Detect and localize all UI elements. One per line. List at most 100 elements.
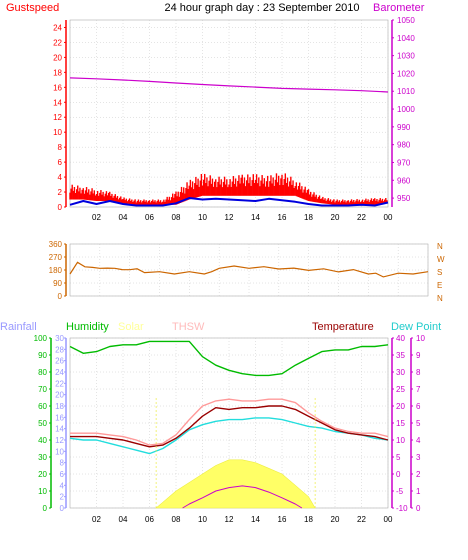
rainfall-tick-label: 30 (55, 334, 64, 343)
gust-tick-label: 12 (53, 113, 62, 122)
rainfall-tick-label: 12 (55, 436, 64, 445)
barometer-tick-label: 960 (397, 176, 411, 185)
barometer-tick-label: 1020 (397, 69, 415, 78)
rainfall-tick-label: 14 (55, 425, 64, 434)
direction-letter: N (437, 242, 443, 251)
dewpoint-tick-label: 5 (416, 419, 421, 428)
dewpoint-tick-label: 10 (416, 334, 425, 343)
humidity-label: Humidity (66, 321, 109, 333)
barometer-tick-label: 1030 (397, 52, 415, 61)
wind-xtick-label: 14 (251, 213, 260, 222)
temp-xtick-label: 00 (384, 515, 393, 524)
rainfall-tick-label: 2 (60, 493, 65, 502)
wind-xtick-label: 22 (357, 213, 366, 222)
direction-deg-tick-label: 0 (58, 292, 63, 301)
gust-tick-label: 2 (58, 188, 63, 197)
barometer-line (69, 77, 389, 93)
dewpoint-tick-label: 0 (416, 504, 421, 513)
temperature-tick-label: 30 (396, 368, 405, 377)
temp-xtick-label: 14 (251, 515, 260, 524)
gust-tick-label: 10 (53, 128, 62, 137)
temperature-tick-label: 5 (396, 453, 401, 462)
gust-tick-label: 14 (53, 98, 62, 107)
humidity-tick-label: 0 (43, 504, 48, 513)
wind-xtick-label: 16 (278, 213, 287, 222)
temp-xtick-label: 20 (331, 515, 340, 524)
dewpoint-tick-label: 8 (416, 368, 421, 377)
temperature-tick-label: 0 (396, 470, 401, 479)
humidity-tick-label: 90 (38, 351, 47, 360)
gust-tick-label: 0 (58, 203, 63, 212)
wind-xtick-label: 18 (304, 213, 313, 222)
dewpoint-tick-label: 6 (416, 402, 421, 411)
barometer-tick-label: 980 (397, 141, 411, 150)
rainfall-tick-label: 6 (60, 470, 65, 479)
gust-tick-label: 8 (58, 143, 63, 152)
graph-date-title: 24 hour graph day : 23 September 2010 (164, 2, 359, 14)
direction-letter: W (437, 255, 445, 264)
rainfall-tick-label: 16 (55, 413, 64, 422)
temperature-tick-label: 25 (396, 385, 405, 394)
solar-area (155, 459, 316, 509)
barometer-title: Barometer (373, 2, 425, 14)
wind-xtick-label: 20 (331, 213, 340, 222)
temp-xtick-label: 16 (278, 515, 287, 524)
wind-xtick-label: 02 (92, 213, 101, 222)
dewpoint-label: Dew Point (391, 321, 441, 333)
gust-tick-label: 20 (53, 53, 62, 62)
humidity-tick-label: 10 (38, 487, 47, 496)
humidity-tick-label: 40 (38, 436, 47, 445)
barometer-tick-label: 1000 (397, 105, 415, 114)
gustspeed-title: Gustspeed (6, 2, 59, 14)
wind-xtick-label: 12 (225, 213, 234, 222)
rainfall-tick-label: 18 (55, 402, 64, 411)
humidity-tick-label: 70 (38, 385, 47, 394)
gust-tick-label: 24 (53, 23, 62, 32)
dewpoint-tick-label: 7 (416, 385, 421, 394)
rainfall-label: Rainfall (0, 321, 37, 333)
temperature-label: Temperature (312, 321, 374, 333)
gust-tick-label: 4 (58, 173, 63, 182)
thsw-line (70, 398, 389, 446)
temp-xtick-label: 18 (304, 515, 313, 524)
rainfall-tick-label: 22 (55, 379, 64, 388)
temp-xtick-label: 12 (225, 515, 234, 524)
barometer-tick-label: 1050 (397, 16, 415, 25)
windspeed-line (69, 197, 389, 207)
wind-xtick-label: 06 (145, 213, 154, 222)
temperature-tick-label: 15 (396, 419, 405, 428)
wind-xtick-label: 00 (384, 213, 393, 222)
thsw-label: THSW (172, 321, 205, 333)
barometer-tick-label: 1040 (397, 34, 415, 43)
temp-xtick-label: 02 (92, 515, 101, 524)
humidity-line (69, 340, 389, 377)
dewpoint-tick-label: 1 (416, 487, 421, 496)
temp-xtick-label: 08 (172, 515, 181, 524)
temp-xtick-label: 10 (198, 515, 207, 524)
humidity-tick-label: 100 (34, 334, 48, 343)
temperature-tick-label: 35 (396, 351, 405, 360)
solar-label: Solar (118, 321, 144, 333)
humidity-tick-label: 30 (38, 453, 47, 462)
dewpoint-tick-label: 9 (416, 351, 421, 360)
gust-tick-label: 16 (53, 83, 62, 92)
gust-tick-label: 22 (53, 38, 62, 47)
dewpoint-line (69, 417, 389, 455)
humidity-tick-label: 20 (38, 470, 47, 479)
temperature-tick-label: 40 (396, 334, 405, 343)
temp-xtick-label: 22 (357, 515, 366, 524)
rainfall-tick-label: 26 (55, 357, 64, 366)
dewpoint-tick-label: 4 (416, 436, 421, 445)
rainfall-tick-label: 8 (60, 459, 65, 468)
direction-deg-tick-label: 180 (49, 266, 63, 275)
barometer-tick-label: 950 (397, 194, 411, 203)
rainfall-tick-label: 20 (55, 391, 64, 400)
gust-tick-label: 18 (53, 68, 62, 77)
direction-letter: N (437, 294, 443, 303)
temperature-tick-label: 20 (396, 402, 405, 411)
direction-deg-tick-label: 90 (53, 279, 62, 288)
temperature-tick-label: -10 (396, 504, 408, 513)
barometer-tick-label: 990 (397, 123, 411, 132)
